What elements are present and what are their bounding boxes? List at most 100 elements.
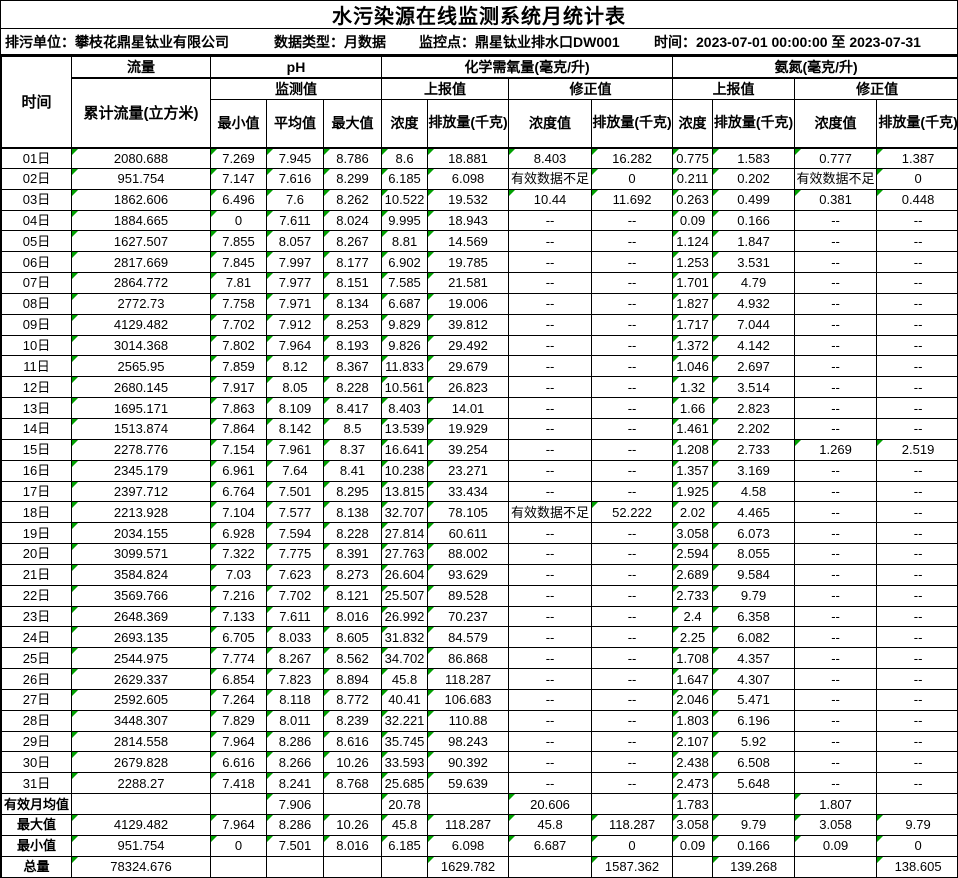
table-cell[interactable]: 45.8 (381, 668, 429, 690)
table-cell[interactable]: 2772.73 (71, 292, 211, 315)
table-cell[interactable]: 2.107 (672, 730, 714, 753)
table-cell[interactable]: 8.299 (322, 167, 383, 190)
table-cell[interactable]: 7.044 (712, 313, 796, 336)
table-cell[interactable]: 0 (591, 167, 674, 190)
table-cell[interactable]: 8.41 (322, 459, 383, 482)
table-cell[interactable]: 89.528 (427, 584, 510, 607)
table-cell[interactable]: 7.616 (266, 167, 324, 190)
table-cell[interactable]: 0.777 (794, 147, 878, 169)
table-cell[interactable]: -- (508, 355, 593, 378)
table-cell[interactable]: 1.701 (672, 272, 714, 294)
table-cell[interactable]: -- (591, 751, 674, 774)
table-cell[interactable]: -- (794, 543, 878, 565)
table-cell[interactable]: 6.508 (712, 751, 796, 774)
table-cell[interactable]: 8.81 (381, 230, 429, 253)
table-cell[interactable]: 2679.828 (71, 751, 211, 774)
table-cell[interactable]: 25.507 (381, 584, 429, 607)
row-label[interactable]: 31日 (1, 772, 72, 795)
table-cell[interactable]: -- (591, 334, 674, 357)
table-cell[interactable]: 1.32 (672, 376, 714, 399)
table-cell[interactable]: 35.745 (381, 730, 429, 753)
row-label[interactable]: 14日 (1, 417, 72, 440)
row-label[interactable]: 29日 (1, 730, 72, 753)
table-cell[interactable]: 19.532 (427, 188, 510, 211)
row-label[interactable]: 25日 (1, 647, 72, 670)
row-label[interactable]: 20日 (1, 543, 72, 565)
table-cell[interactable]: 7.775 (266, 543, 324, 565)
table-cell[interactable]: 7.863 (210, 397, 267, 419)
table-cell[interactable] (672, 855, 714, 877)
table-cell[interactable]: -- (591, 272, 674, 294)
table-cell[interactable]: 2345.179 (71, 459, 211, 482)
row-label[interactable]: 21日 (1, 563, 72, 586)
table-cell[interactable]: 8.011 (266, 709, 324, 732)
row-label[interactable]: 30日 (1, 751, 72, 774)
table-cell[interactable]: 6.616 (210, 751, 267, 774)
table-cell[interactable]: 8.253 (322, 313, 383, 336)
table-cell[interactable]: -- (876, 230, 957, 253)
table-cell[interactable]: -- (876, 626, 957, 649)
table-cell[interactable]: -- (876, 668, 957, 690)
table-cell[interactable]: 2.594 (672, 543, 714, 565)
table-cell[interactable]: -- (508, 563, 593, 586)
table-cell[interactable]: -- (508, 522, 593, 545)
table-cell[interactable]: -- (591, 668, 674, 690)
table-cell[interactable] (427, 793, 510, 815)
table-cell[interactable]: 7.971 (266, 292, 324, 315)
table-cell[interactable]: -- (591, 543, 674, 565)
table-cell[interactable] (794, 855, 878, 877)
table-cell[interactable]: -- (876, 543, 957, 565)
table-cell[interactable]: 3099.571 (71, 543, 211, 565)
table-cell[interactable]: 7.702 (266, 584, 324, 607)
table-cell[interactable]: 9.79 (712, 584, 796, 607)
table-cell[interactable]: 33.593 (381, 751, 429, 774)
row-label[interactable]: 07日 (1, 272, 72, 294)
table-cell[interactable]: 8.033 (266, 626, 324, 649)
table-cell[interactable]: 7.917 (210, 376, 267, 399)
table-cell[interactable]: 1587.362 (591, 855, 674, 877)
table-cell[interactable]: 2680.145 (71, 376, 211, 399)
table-cell[interactable]: 7.859 (210, 355, 267, 378)
table-cell[interactable]: -- (591, 355, 674, 378)
table-cell[interactable]: 8.12 (266, 355, 324, 378)
table-cell[interactable]: 2544.975 (71, 647, 211, 670)
table-cell[interactable]: -- (876, 480, 957, 503)
table-cell[interactable]: -- (508, 647, 593, 670)
table-cell[interactable]: 2.697 (712, 355, 796, 378)
table-cell[interactable]: 2.823 (712, 397, 796, 419)
table-cell[interactable]: 7.977 (266, 272, 324, 294)
table-cell[interactable]: 106.683 (427, 688, 510, 711)
row-label[interactable]: 03日 (1, 188, 72, 211)
table-cell[interactable]: -- (794, 626, 878, 649)
table-cell[interactable]: 26.823 (427, 376, 510, 399)
table-cell[interactable]: 8.772 (322, 688, 383, 711)
table-cell[interactable]: 33.434 (427, 480, 510, 503)
table-cell[interactable]: -- (794, 417, 878, 440)
table-cell[interactable]: -- (508, 584, 593, 607)
table-cell[interactable]: 10.522 (381, 188, 429, 211)
table-cell[interactable]: 8.267 (322, 230, 383, 253)
table-cell[interactable]: 19.006 (427, 292, 510, 315)
table-cell[interactable]: -- (508, 334, 593, 357)
table-cell[interactable]: 7.269 (210, 147, 267, 169)
table-cell[interactable]: 1.372 (672, 334, 714, 357)
table-cell[interactable]: 8.016 (322, 605, 383, 628)
table-cell[interactable]: 7.594 (266, 522, 324, 545)
table-cell[interactable]: 1.046 (672, 355, 714, 378)
table-cell[interactable]: 1.708 (672, 647, 714, 670)
table-cell[interactable]: 0.775 (672, 147, 714, 169)
table-cell[interactable]: 26.604 (381, 563, 429, 586)
table-cell[interactable]: 7.702 (210, 313, 267, 336)
table-cell[interactable]: -- (591, 522, 674, 545)
table-cell[interactable]: 1.208 (672, 438, 714, 461)
table-cell[interactable]: 5.648 (712, 772, 796, 795)
table-cell[interactable]: -- (876, 334, 957, 357)
table-cell[interactable]: 951.754 (71, 834, 211, 857)
table-cell[interactable]: -- (794, 751, 878, 774)
table-cell[interactable]: 6.196 (712, 709, 796, 732)
table-cell[interactable]: -- (591, 709, 674, 732)
table-cell[interactable]: 7.501 (266, 480, 324, 503)
row-label[interactable]: 最小值 (1, 834, 72, 857)
table-cell[interactable]: 6.687 (508, 834, 593, 857)
table-cell[interactable]: -- (876, 522, 957, 545)
